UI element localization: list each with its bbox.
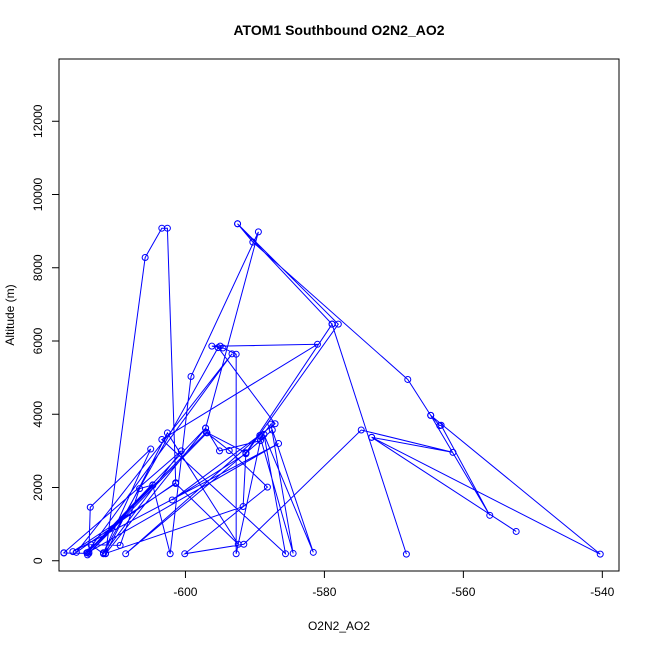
- x-axis-label: O2N2_AO2: [308, 619, 370, 633]
- data-point: [149, 481, 157, 489]
- y-axis: 0 2000 4000 6000 8000 10000 12000: [31, 104, 60, 564]
- data-point: [368, 433, 376, 441]
- data-point: [512, 527, 520, 535]
- data-point: [99, 550, 107, 558]
- data-point: [449, 448, 457, 456]
- data-point: [268, 426, 276, 434]
- data-point: [228, 350, 236, 358]
- data-point: [271, 420, 279, 428]
- data-point: [60, 549, 68, 557]
- data-point: [334, 320, 342, 328]
- data-point: [256, 437, 264, 445]
- x-tick-label: -560: [451, 585, 475, 599]
- data-point: [122, 550, 130, 558]
- data-point: [309, 548, 317, 556]
- data-point: [260, 430, 268, 438]
- y-tick-label: 2000: [31, 474, 45, 501]
- data-point: [69, 548, 77, 556]
- y-tick-label: 0: [31, 557, 45, 564]
- data-point: [163, 429, 171, 437]
- data-point: [486, 511, 494, 519]
- data-point: [172, 479, 180, 487]
- data-point: [256, 431, 264, 439]
- data-point: [158, 224, 166, 232]
- data-point: [357, 426, 365, 434]
- data-point: [181, 550, 189, 558]
- data-point: [85, 549, 93, 557]
- data-point: [166, 550, 174, 558]
- series-layer: [60, 220, 604, 559]
- y-axis-label: Altitude (m): [3, 284, 17, 345]
- data-point: [232, 350, 240, 358]
- data-point: [202, 424, 210, 432]
- data-point: [254, 228, 262, 236]
- data-point: [282, 550, 289, 558]
- data-point: [249, 238, 257, 246]
- data-point: [168, 496, 176, 504]
- data-point: [234, 540, 242, 548]
- data-point: [202, 428, 210, 436]
- data-point: [208, 342, 216, 350]
- data-point: [234, 220, 242, 228]
- data-point: [404, 375, 412, 383]
- y-tick-label: 10000: [31, 178, 45, 212]
- y-tick-label: 12000: [31, 104, 45, 138]
- series-line: [63, 223, 601, 556]
- y-tick-label: 8000: [31, 254, 45, 281]
- data-point: [216, 342, 224, 350]
- data-point: [87, 541, 95, 549]
- data-point: [147, 445, 155, 453]
- data-point: [402, 550, 410, 558]
- data-point: [275, 440, 283, 448]
- data-point: [427, 411, 435, 419]
- data-point: [289, 549, 297, 557]
- y-tick-label: 6000: [31, 327, 45, 354]
- data-point: [187, 373, 195, 381]
- x-tick-label: -540: [590, 585, 614, 599]
- data-point: [72, 548, 80, 556]
- chart-title: ATOM1 Southbound O2N2_AO2: [233, 22, 444, 38]
- data-point: [596, 550, 604, 558]
- data-point: [263, 483, 271, 491]
- data-point: [86, 503, 94, 511]
- data-point: [136, 485, 144, 493]
- data-point: [214, 344, 222, 352]
- data-point: [242, 449, 250, 457]
- data-point: [216, 447, 223, 455]
- data-point: [225, 447, 233, 455]
- data-point: [313, 340, 321, 348]
- data-point: [177, 447, 185, 455]
- data-point: [203, 429, 211, 437]
- x-tick-label: -600: [173, 585, 197, 599]
- data-point: [239, 503, 247, 511]
- x-axis: -600 -580 -560 -540: [173, 570, 615, 599]
- data-point: [141, 254, 149, 261]
- data-point: [437, 421, 445, 429]
- data-point: [232, 550, 240, 558]
- y-tick-label: 4000: [31, 401, 45, 428]
- data-point: [116, 541, 124, 549]
- data-point: [158, 436, 166, 444]
- x-tick-label: -580: [312, 585, 336, 599]
